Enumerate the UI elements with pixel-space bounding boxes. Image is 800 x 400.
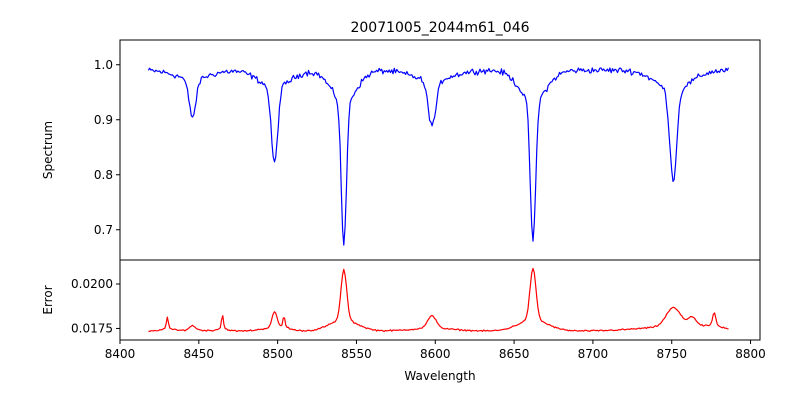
error-panel: 0.0175 0.0200 Error	[41, 259, 761, 341]
error-y-axis-label: Error	[41, 285, 55, 314]
x-tick-label: 8500	[262, 347, 293, 361]
spectrum-series-line	[147, 67, 730, 246]
x-tick-label: 8600	[420, 347, 451, 361]
spectrum-y-axis-label: Spectrum	[41, 121, 55, 179]
x-tick-label: 8700	[578, 347, 609, 361]
error-axes-frame	[119, 259, 761, 341]
spectrum-y-tick-label: 1.0	[94, 58, 113, 72]
x-tick-label: 8650	[499, 347, 530, 361]
x-tick-label: 8750	[656, 347, 687, 361]
error-y-tick-label: 0.0200	[71, 277, 113, 291]
x-axis-ticks: 8400 8450 8500 8550 8600 8650 8700 8750 8800	[105, 340, 766, 361]
spectrum-y-tick-label: 0.8	[94, 168, 113, 182]
x-tick-label: 8400	[105, 347, 136, 361]
spectrum-y-tick-label: 0.7	[94, 223, 113, 237]
error-y-tick-label: 0.0175	[71, 321, 113, 335]
x-tick-label: 8450	[184, 347, 215, 361]
chart-title: 20071005_2044m61_046	[350, 20, 529, 36]
spectrum-panel: 0.7 0.8 0.9 1.0 Spectrum	[41, 39, 761, 261]
spectrum-axes-frame	[119, 39, 761, 261]
error-y-ticks: 0.0175 0.0200	[71, 277, 120, 335]
x-tick-label: 8550	[341, 347, 372, 361]
spectrum-y-tick-label: 0.9	[94, 113, 113, 127]
error-series-line	[148, 267, 729, 333]
x-tick-label: 8800	[735, 347, 766, 361]
spectrum-y-ticks: 0.7 0.8 0.9 1.0	[94, 58, 120, 237]
x-axis-label: Wavelength	[404, 369, 475, 383]
